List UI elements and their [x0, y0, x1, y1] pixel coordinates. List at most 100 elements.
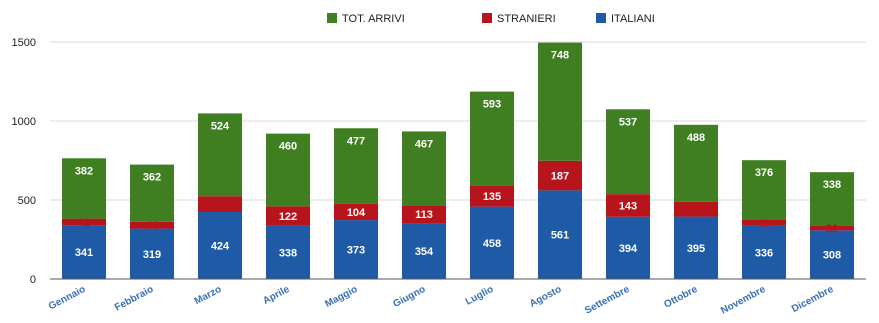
- data-label: 477: [347, 135, 365, 147]
- legend: TOT. ARRIVI STRANIERI ITALIANI: [327, 13, 655, 25]
- bar-stranieri-febbraio: [130, 221, 174, 229]
- data-label: 362: [143, 172, 161, 184]
- x-tick-label: Maggio: [323, 284, 359, 310]
- bar-stranieri-agosto: [538, 160, 582, 191]
- gridlines: [50, 41, 866, 201]
- bar-italiani-giugno: [402, 223, 446, 279]
- bar-italiani-settembre: [606, 216, 650, 279]
- data-label: 41: [78, 217, 90, 229]
- data-label: 30: [826, 223, 838, 235]
- bar-stranieri-maggio: [334, 203, 378, 221]
- x-tick-label: Dicembre: [790, 284, 836, 315]
- data-label: 593: [483, 99, 501, 111]
- bar-tot-arrivi-giugno: [402, 131, 446, 206]
- data-label: 537: [619, 116, 637, 128]
- bar-italiani-maggio: [334, 220, 378, 279]
- bar-tot-arrivi-maggio: [334, 128, 378, 204]
- bar-stranieri-gennaio: [62, 218, 106, 226]
- bar-italiani-dicembre: [810, 230, 854, 279]
- data-label: 424: [211, 241, 230, 253]
- x-tick-label: Settembre: [583, 284, 632, 317]
- data-label: 113: [415, 209, 433, 221]
- data-label: 458: [483, 238, 501, 250]
- data-label: 395: [687, 243, 705, 255]
- bars: [62, 42, 854, 279]
- bar-tot-arrivi-marzo: [198, 113, 242, 197]
- bar-italiani-ottobre: [674, 216, 718, 279]
- bar-tot-arrivi-luglio: [470, 91, 514, 186]
- x-tick-label: Gennaio: [47, 284, 87, 312]
- bar-tot-arrivi-febbraio: [130, 164, 174, 222]
- bar-stranieri-luglio: [470, 185, 514, 207]
- bar-tot-arrivi-ottobre: [674, 124, 718, 202]
- legend-swatch: [327, 13, 337, 23]
- bar-stranieri-giugno: [402, 205, 446, 224]
- legend-swatch: [596, 13, 606, 23]
- data-label: 93: [690, 204, 702, 216]
- data-label: 135: [483, 191, 501, 203]
- data-label: 341: [75, 247, 93, 259]
- data-label: 308: [823, 250, 841, 262]
- data-label: 460: [279, 141, 297, 153]
- data-labels: 341 41 382 319 43 362 424 100 524 338 122 460 373 104…: [75, 50, 841, 262]
- x-tick-label: Luglio: [464, 284, 496, 308]
- data-label: 373: [347, 245, 365, 257]
- data-label: 40: [758, 218, 770, 230]
- data-label: 122: [279, 211, 297, 223]
- bar-tot-arrivi-gennaio: [62, 158, 106, 219]
- data-label: 488: [687, 132, 705, 144]
- x-tick-label: Novembre: [719, 284, 768, 317]
- x-tick-label: Marzo: [193, 284, 224, 307]
- bar-italiani-febbraio: [130, 228, 174, 279]
- x-tick-label: Ottobre: [662, 284, 699, 311]
- data-label: 748: [551, 50, 569, 62]
- bar-italiani-agosto: [538, 190, 582, 279]
- bar-italiani-marzo: [198, 212, 242, 279]
- bar-stranieri-novembre: [742, 219, 786, 226]
- data-label: 382: [75, 165, 93, 177]
- bar-italiani-luglio: [470, 206, 514, 279]
- data-label: 100: [211, 199, 229, 211]
- bar-stranieri-marzo: [198, 196, 242, 213]
- data-label: 43: [146, 220, 158, 232]
- data-label: 104: [347, 207, 366, 219]
- x-axis-labels: Gennaio Febbraio Marzo Aprile Maggio Giugno Lu…: [47, 284, 836, 317]
- y-tick-label: 1500: [12, 37, 36, 49]
- x-tick-label: Agosto: [528, 284, 564, 310]
- bar-stranieri-dicembre: [810, 225, 854, 231]
- y-axis-ticks: 0 500 1000 1500: [12, 37, 36, 286]
- legend-entry: STRANIERI: [497, 13, 556, 25]
- bar-tot-arrivi-aprile: [266, 133, 310, 207]
- bar-tot-arrivi-novembre: [742, 160, 786, 220]
- legend-entry: TOT. ARRIVI: [342, 13, 405, 25]
- data-label: 338: [823, 179, 841, 191]
- data-label: 354: [415, 246, 434, 258]
- y-tick-label: 500: [18, 195, 36, 207]
- x-tick-label: Aprile: [261, 284, 292, 307]
- y-tick-label: 0: [30, 274, 36, 286]
- bar-stranieri-settembre: [606, 194, 650, 217]
- bar-italiani-aprile: [266, 225, 310, 279]
- legend-entry: ITALIANI: [611, 13, 655, 25]
- x-tick-label: Febbraio: [113, 284, 155, 314]
- data-label: 338: [279, 247, 297, 259]
- data-label: 561: [551, 230, 569, 242]
- data-label: 467: [415, 138, 433, 150]
- y-tick-label: 1000: [12, 116, 36, 128]
- data-label: 319: [143, 249, 161, 261]
- data-label: 376: [755, 167, 773, 179]
- data-label: 524: [211, 120, 230, 132]
- data-label: 143: [619, 200, 637, 212]
- bar-stranieri-ottobre: [674, 201, 718, 217]
- legend-swatch: [482, 13, 492, 23]
- bar-stranieri-aprile: [266, 206, 310, 226]
- bar-italiani-novembre: [742, 225, 786, 279]
- data-label: 187: [551, 171, 569, 183]
- data-label: 336: [755, 247, 773, 259]
- x-tick-label: Giugno: [391, 284, 427, 310]
- bar-tot-arrivi-dicembre: [810, 172, 854, 226]
- bar-tot-arrivi-settembre: [606, 109, 650, 195]
- data-label: 394: [619, 243, 638, 255]
- bar-italiani-gennaio: [62, 225, 106, 279]
